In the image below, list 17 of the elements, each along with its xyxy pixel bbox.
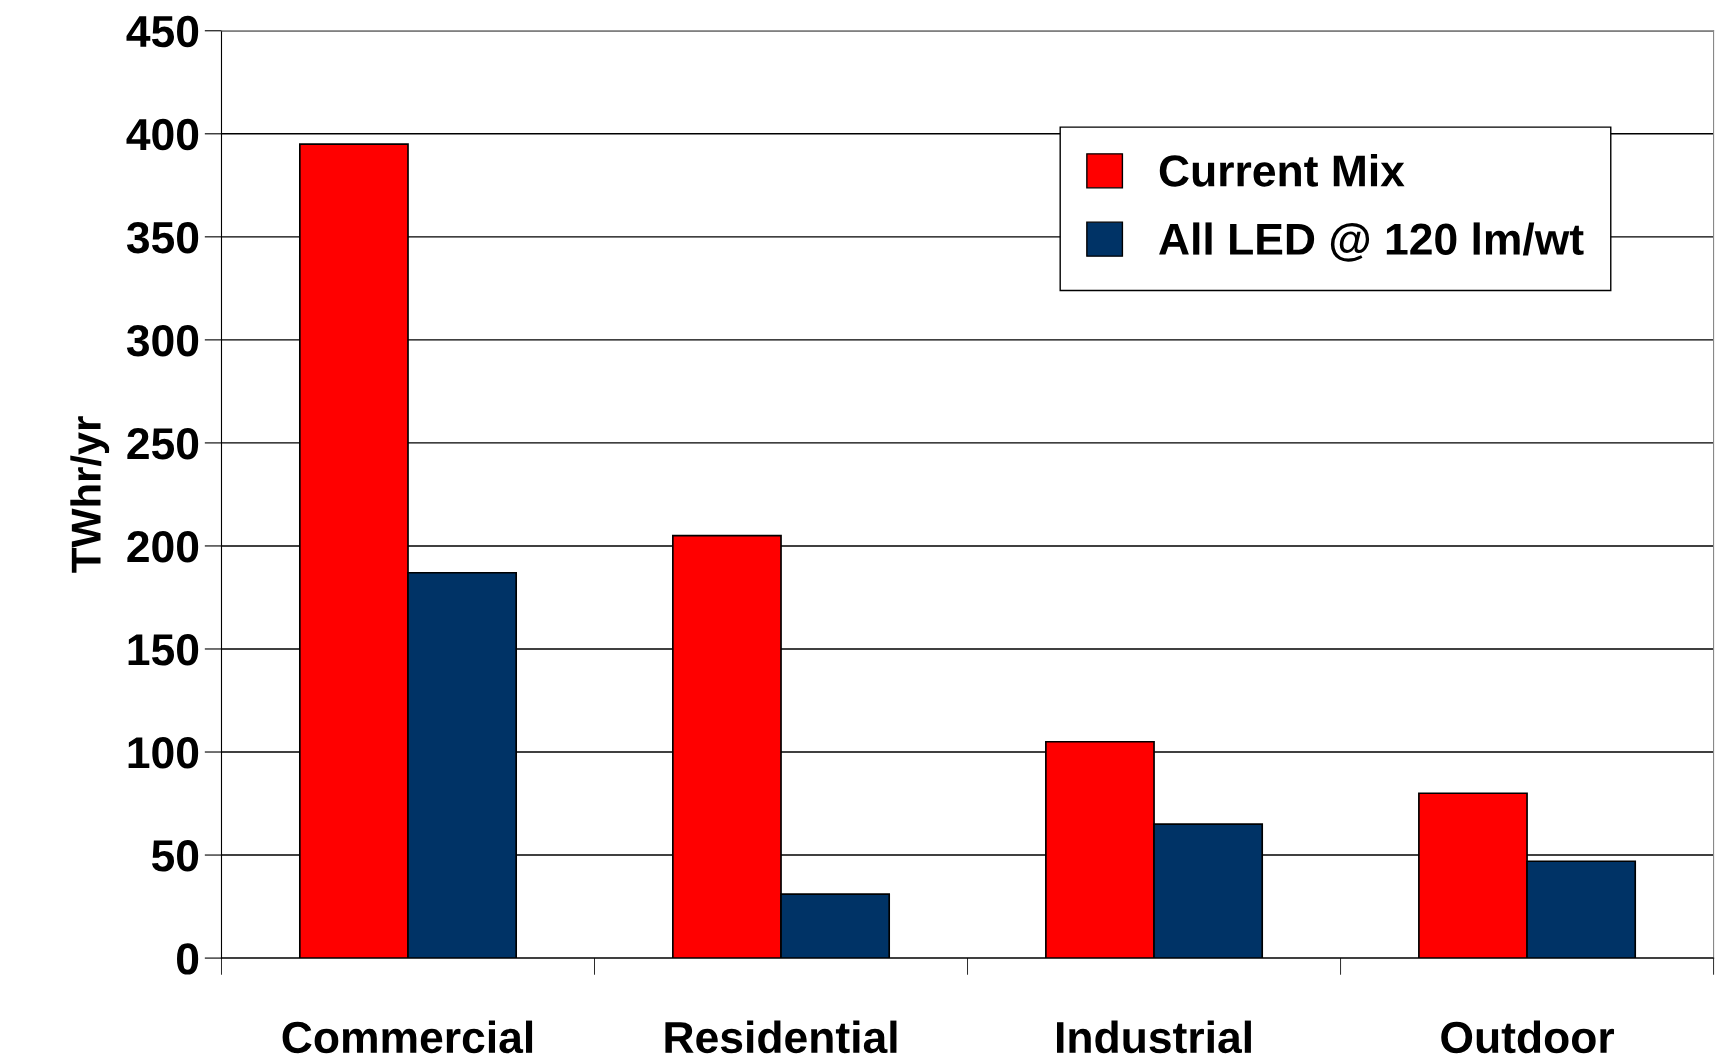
x-tick-label: Outdoor	[1441, 1020, 1615, 1054]
y-tick-label: 200	[127, 531, 199, 563]
y-tick-label: 350	[126, 221, 199, 254]
x-tick-label: Commercial	[282, 1020, 533, 1054]
y-tick-label: 250	[127, 427, 199, 460]
y-tick-label: 450	[126, 15, 199, 48]
y-axis-title: TWhr/yr	[70, 416, 110, 573]
legend-label: All LED @ 120 lm/wt	[1159, 222, 1584, 262]
y-tick-label: 400	[126, 118, 199, 151]
x-tick-label: Residential	[665, 1020, 897, 1054]
x-tick-label: Industrial	[1057, 1020, 1251, 1054]
y-tick-label: 100	[128, 737, 199, 769]
y-tick-label: 150	[128, 634, 199, 666]
y-tick-label: 0	[177, 943, 199, 975]
y-tick-label: 50	[151, 840, 199, 872]
y-tick-label: 300	[126, 324, 199, 357]
legend-label: Current Mix	[1159, 154, 1405, 187]
